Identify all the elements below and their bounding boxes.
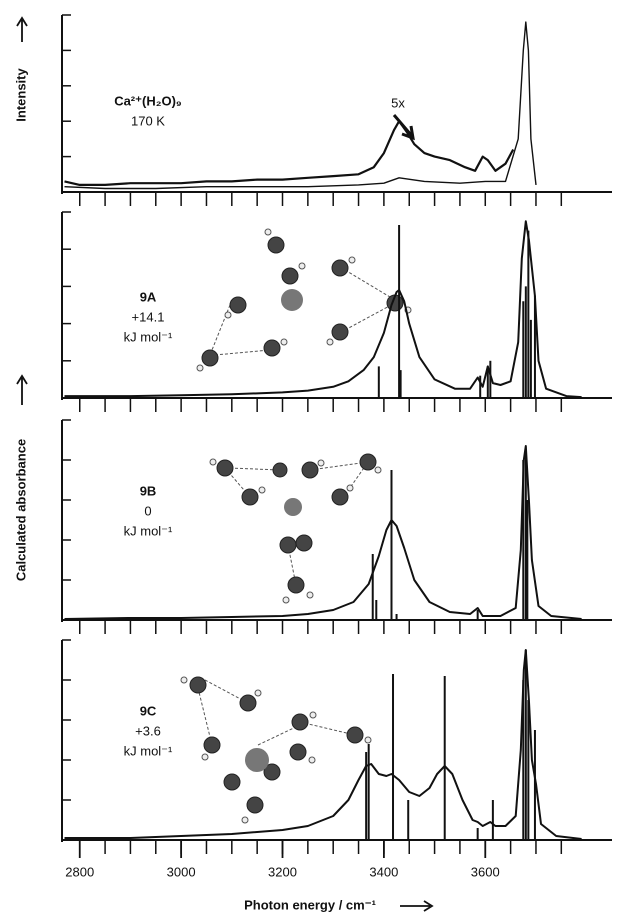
arrow [16,374,28,405]
molecule-9b [209,453,382,604]
annotation: +14.1 [132,309,165,324]
annotation: Ca²⁺(H₂O)₉ [114,93,182,108]
x-tick-label: 3600 [471,864,500,879]
y-axis-title: Intensity [13,68,28,122]
annotation: 9B [140,483,157,498]
annotation: +3.6 [135,723,161,738]
spectrum-line [64,220,582,399]
x-tick-label: 2800 [65,864,94,879]
annotation: 5x [391,95,405,110]
y-axis-title: Calculated absorbance [13,439,28,581]
arrow [400,900,434,912]
x-tick-label: 3400 [369,864,398,879]
spectrum-line [64,120,515,186]
x-tick-label: 3200 [268,864,297,879]
annotation: kJ mol⁻¹ [124,743,173,758]
annotation: kJ mol⁻¹ [124,523,173,538]
annotation: 170 K [131,113,165,128]
x-axis-title: Photon energy / cm⁻¹ [244,897,376,912]
x-tick-label: 3000 [167,864,196,879]
spectrum-line [64,21,537,190]
arrow [392,114,415,141]
molecule-9a [196,228,412,372]
annotation: 0 [144,503,151,518]
annotation: 9C [140,703,157,718]
annotation: 9A [140,289,157,304]
molecule-9c [180,676,372,824]
annotation: kJ mol⁻¹ [124,329,173,344]
arrow [16,16,28,42]
